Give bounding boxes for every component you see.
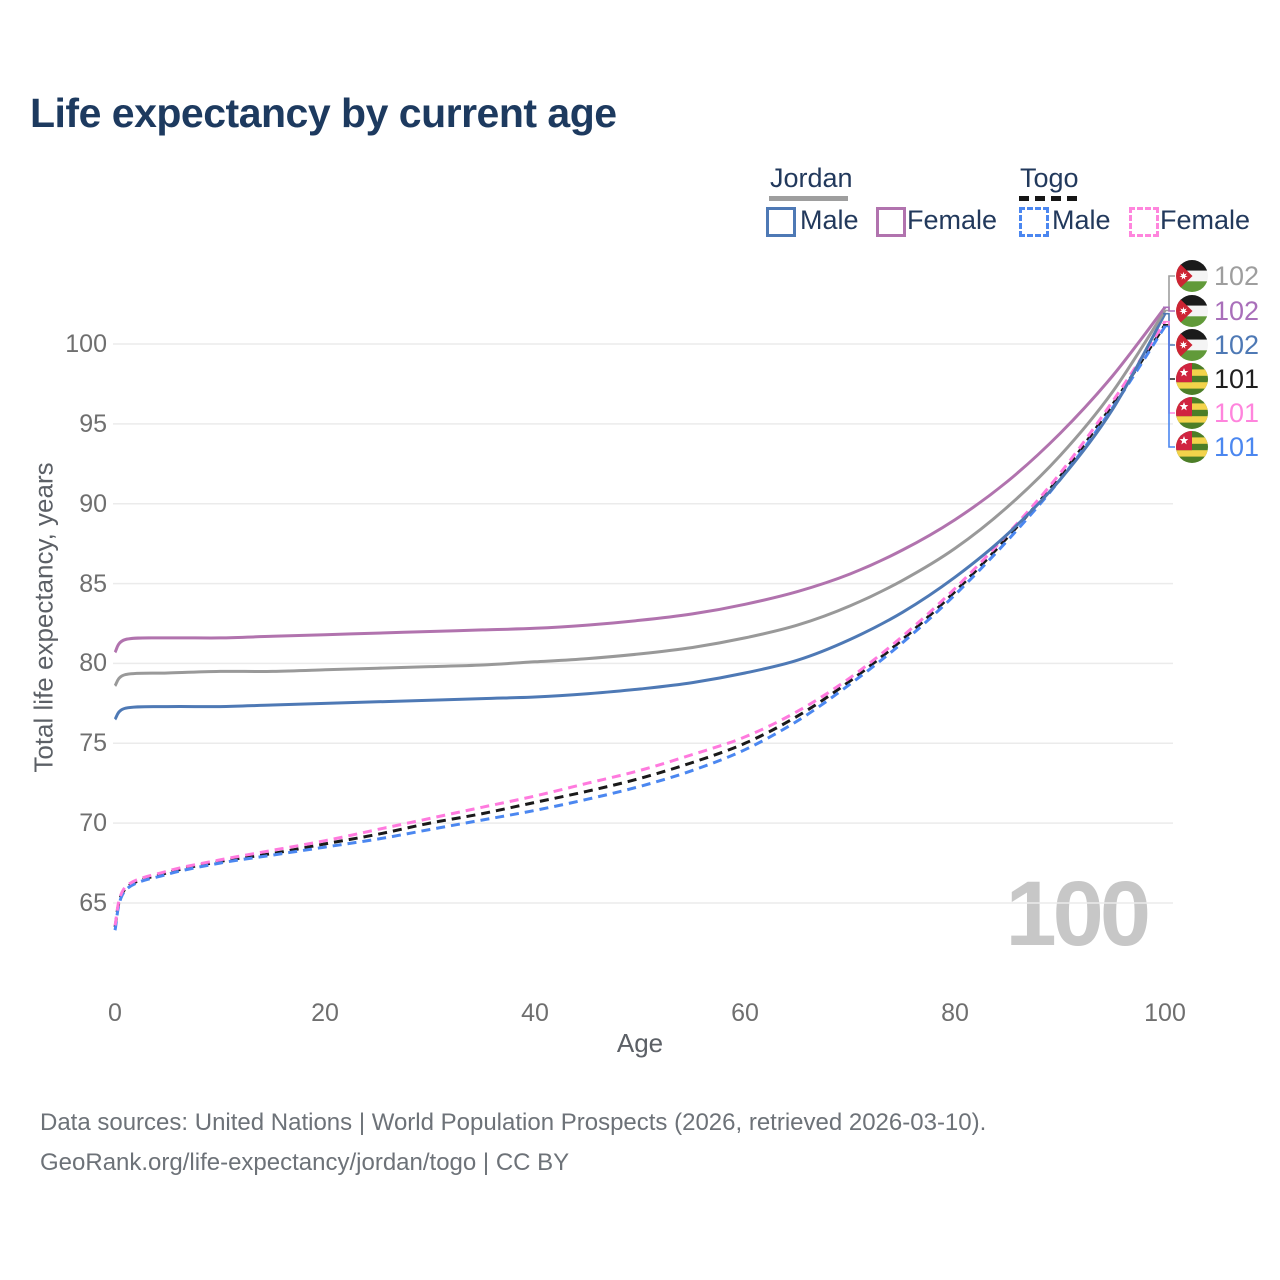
y-tick-label: 85: [79, 569, 107, 598]
jordan-flag-icon: [1176, 329, 1208, 361]
legend-underline-jordan: [769, 196, 848, 201]
hovered-age-watermark: 100: [1006, 868, 1151, 960]
y-tick-label: 100: [65, 330, 107, 358]
end-value-label-jordan-both: 102: [1214, 261, 1260, 291]
end-value-label-togo-both: 101: [1214, 364, 1260, 394]
y-tick-label: 95: [79, 409, 107, 438]
legend-group-label-jordan[interactable]: Jordan: [770, 163, 853, 193]
x-axis-title: Age: [616, 1028, 664, 1058]
end-value-label-togo-female: 101: [1214, 398, 1260, 428]
series-line-jordan-female[interactable]: [113, 306, 1167, 654]
chart-title: Life expectancy by current age: [30, 90, 617, 136]
legend-swatch-jordan-male[interactable]: [766, 207, 796, 237]
y-tick-label: 75: [79, 729, 107, 758]
series-line-jordan-male[interactable]: [113, 312, 1167, 721]
togo-flag-icon: [1176, 363, 1208, 395]
y-tick-label: 90: [79, 489, 107, 518]
x-tick-label: 20: [311, 999, 339, 1027]
y-tick-label: 70: [79, 809, 107, 838]
x-tick-label: 80: [941, 999, 969, 1027]
legend-swatch-togo-female[interactable]: [1129, 207, 1159, 237]
togo-flag-icon: [1176, 431, 1208, 463]
license-note: GeoRank.org/life-expectancy/jordan/togo …: [40, 1149, 570, 1176]
togo-flag-icon: [1176, 397, 1208, 429]
data-sources-note: Data sources: United Nations | World Pop…: [40, 1109, 987, 1136]
legend-swatch-togo-male[interactable]: [1019, 207, 1049, 237]
y-tick-label: 65: [79, 889, 107, 917]
series-line-togo-male[interactable]: [113, 325, 1167, 931]
y-tick-label: 80: [79, 649, 107, 678]
legend-item-label-togo-female[interactable]: Female: [1160, 205, 1251, 235]
series-line-jordan-both[interactable]: [113, 309, 1167, 687]
legend-underline-togo: [1019, 196, 1078, 201]
legend-item-label-jordan-female[interactable]: Female: [907, 205, 998, 235]
legend-item-label-togo-male[interactable]: Male: [1052, 205, 1111, 235]
legend-swatch-jordan-female[interactable]: [876, 207, 906, 237]
x-tick-label: 60: [731, 999, 759, 1027]
leader-line-togo-male: [1163, 325, 1175, 448]
x-tick-label: 0: [108, 999, 122, 1027]
leader-line-jordan-both: [1163, 275, 1175, 312]
x-tick-label: 40: [521, 999, 549, 1027]
legend-group-label-togo[interactable]: Togo: [1020, 163, 1079, 193]
legend-item-label-jordan-male[interactable]: Male: [800, 205, 859, 235]
jordan-flag-icon: [1176, 260, 1208, 292]
x-tick-label: 100: [1144, 999, 1186, 1027]
end-value-label-togo-male: 101: [1214, 432, 1260, 462]
jordan-flag-icon: [1176, 295, 1208, 327]
end-value-label-jordan-male: 102: [1214, 330, 1260, 360]
series-line-togo-both[interactable]: [113, 323, 1167, 928]
end-value-label-jordan-female: 102: [1214, 296, 1260, 326]
leader-line-jordan-female: [1163, 306, 1175, 312]
